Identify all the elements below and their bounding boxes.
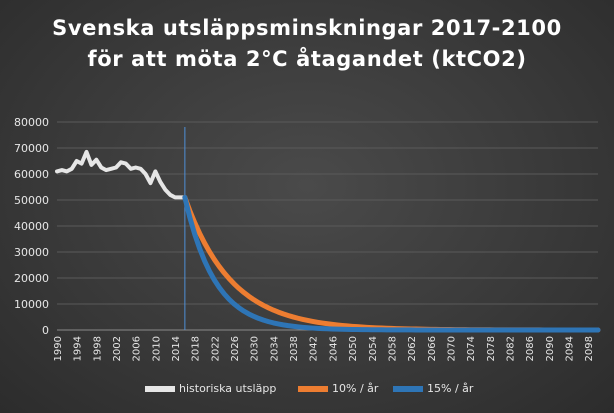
x-tick-label-2066: 2066 (427, 336, 438, 361)
legend-item-15pct: 15% / år (393, 382, 473, 395)
x-tick-label-2090: 2090 (545, 336, 556, 361)
y-tick-label-80000: 80000 (14, 116, 49, 129)
x-tick-label-2006: 2006 (132, 336, 143, 361)
legend: historiska utsläpp 10% / år 15% / år (0, 382, 614, 402)
x-tick-label-1994: 1994 (73, 336, 84, 361)
x-tick-label-2046: 2046 (328, 336, 339, 361)
x-tick-label-2010: 2010 (151, 336, 162, 361)
x-tick-label-2078: 2078 (486, 336, 497, 361)
legend-label-10pct: 10% / år (332, 382, 379, 395)
x-tick-label-2098: 2098 (584, 336, 595, 361)
series-lines (55, 149, 601, 333)
x-tick-label-2082: 2082 (505, 336, 516, 361)
legend-item-historical: historiska utsläpp (145, 382, 276, 395)
y-tick-label-60000: 60000 (14, 168, 49, 181)
y-tick-label-50000: 50000 (14, 194, 49, 207)
x-tick-label-2050: 2050 (348, 336, 359, 361)
x-tick-label-2014: 2014 (171, 336, 182, 361)
gridlines (57, 121, 598, 331)
legend-label-15pct: 15% / år (427, 382, 474, 395)
legend-swatch-10pct (298, 385, 328, 392)
x-tick-label-2034: 2034 (269, 336, 280, 361)
y-tick-label-0: 0 (42, 324, 49, 337)
legend-label-historical: historiska utsläpp (179, 382, 277, 395)
x-tick-label-2026: 2026 (230, 336, 241, 361)
y-tick-label-20000: 20000 (14, 272, 49, 285)
x-tick-label-2030: 2030 (250, 336, 261, 361)
y-tick-label-70000: 70000 (14, 142, 49, 155)
x-tick-label-2018: 2018 (191, 336, 202, 361)
x-tick-label-2054: 2054 (368, 336, 379, 361)
y-tick-label-10000: 10000 (14, 298, 49, 311)
series-line-0 (55, 149, 187, 200)
legend-swatch-historical (145, 385, 175, 392)
chart-title-line-2: för att möta 2°C åtagandet (ktCO2) (87, 47, 527, 71)
x-tick-label-2070: 2070 (446, 336, 457, 361)
x-tick-label-1990: 1990 (53, 336, 64, 361)
x-tick-label-2086: 2086 (525, 336, 536, 361)
x-axis-ticks: 1990 1994 1998 2002 2006 2010 2014 2018 2022 2026… (53, 336, 595, 361)
x-tick-label-2042: 2042 (309, 336, 320, 361)
x-tick-label-1998: 1998 (92, 336, 103, 361)
series-line-2 (182, 194, 601, 333)
legend-swatch-15pct (393, 385, 423, 392)
x-tick-label-2038: 2038 (289, 336, 300, 361)
x-tick-label-2062: 2062 (407, 336, 418, 361)
x-tick-label-2022: 2022 (210, 336, 221, 361)
x-tick-label-2002: 2002 (112, 336, 123, 361)
legend-item-10pct: 10% / år (298, 382, 378, 395)
y-tick-label-40000: 40000 (14, 220, 49, 233)
y-axis-ticks: 0 10000 20000 30000 40000 50000 60000 70000 8000… (14, 116, 49, 337)
y-tick-label-30000: 30000 (14, 246, 49, 259)
x-tick-label-2058: 2058 (387, 336, 398, 361)
chart-title-line-1: Svenska utsläppsminskningar 2017-2100 (52, 16, 562, 40)
x-tick-label-2094: 2094 (564, 336, 575, 361)
x-tick-label-2074: 2074 (466, 336, 477, 361)
